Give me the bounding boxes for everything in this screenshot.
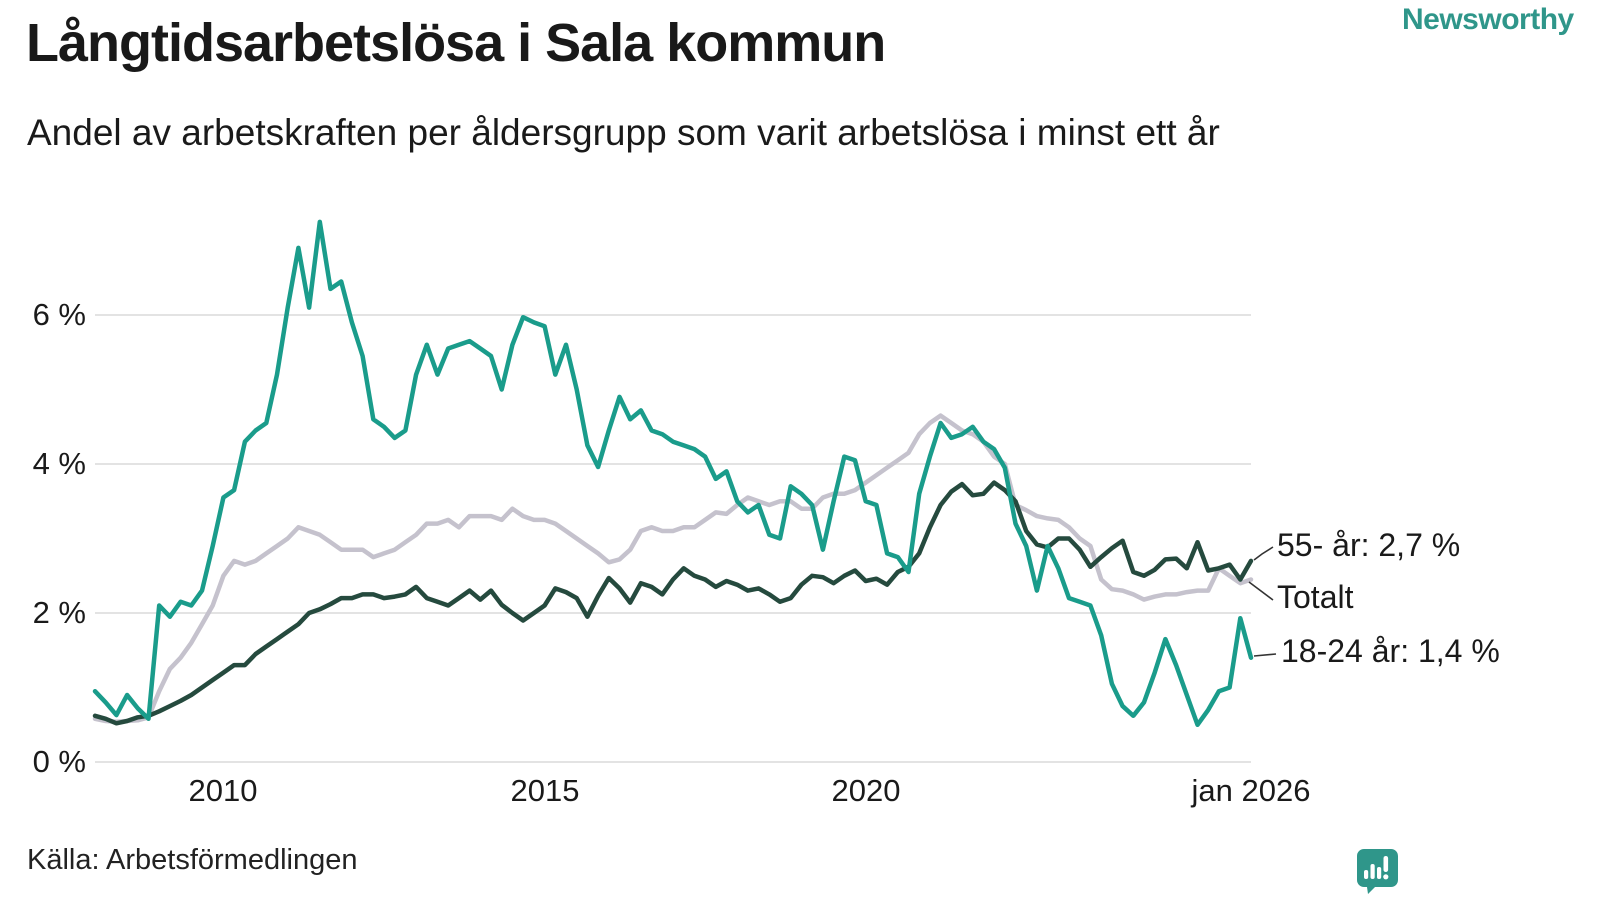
series-line-Totalt (92, 413, 1254, 725)
series-line-55--år (92, 480, 1254, 726)
y-tick-2: 2 % (32, 595, 86, 630)
newsworthy-logo (1356, 848, 1398, 894)
source-credit: Källa: Arbetsförmedlingen (27, 844, 358, 876)
connector-totalt (1248, 581, 1274, 601)
newsworthy-logo-icon (1357, 849, 1398, 894)
page-title: Långtidsarbetslösa i Sala kommun (26, 13, 886, 73)
connector-18-24 (1253, 653, 1277, 657)
x-tick-2015: 2015 (510, 773, 580, 808)
series-label-18-24: 18-24 år: 1,4 % (1281, 633, 1500, 669)
y-tick-6: 6 % (32, 297, 86, 332)
newsworthy-logo-text: Newsworthy (1402, 3, 1574, 36)
y-tick-0: 0 % (32, 744, 86, 779)
connector-55 (1253, 546, 1274, 561)
x-tick-2010: 2010 (188, 773, 258, 808)
y-tick-4: 4 % (32, 446, 86, 481)
series-line-18-24-år (92, 219, 1254, 728)
x-tick-jan-2026: jan 2026 (1191, 773, 1311, 808)
series-label-55: 55- år: 2,7 % (1277, 527, 1461, 563)
x-tick-2020: 2020 (831, 773, 901, 808)
series-label-totalt: Totalt (1277, 579, 1354, 615)
page-subtitle: Andel av arbetskraften per åldersgrupp s… (27, 112, 1220, 153)
